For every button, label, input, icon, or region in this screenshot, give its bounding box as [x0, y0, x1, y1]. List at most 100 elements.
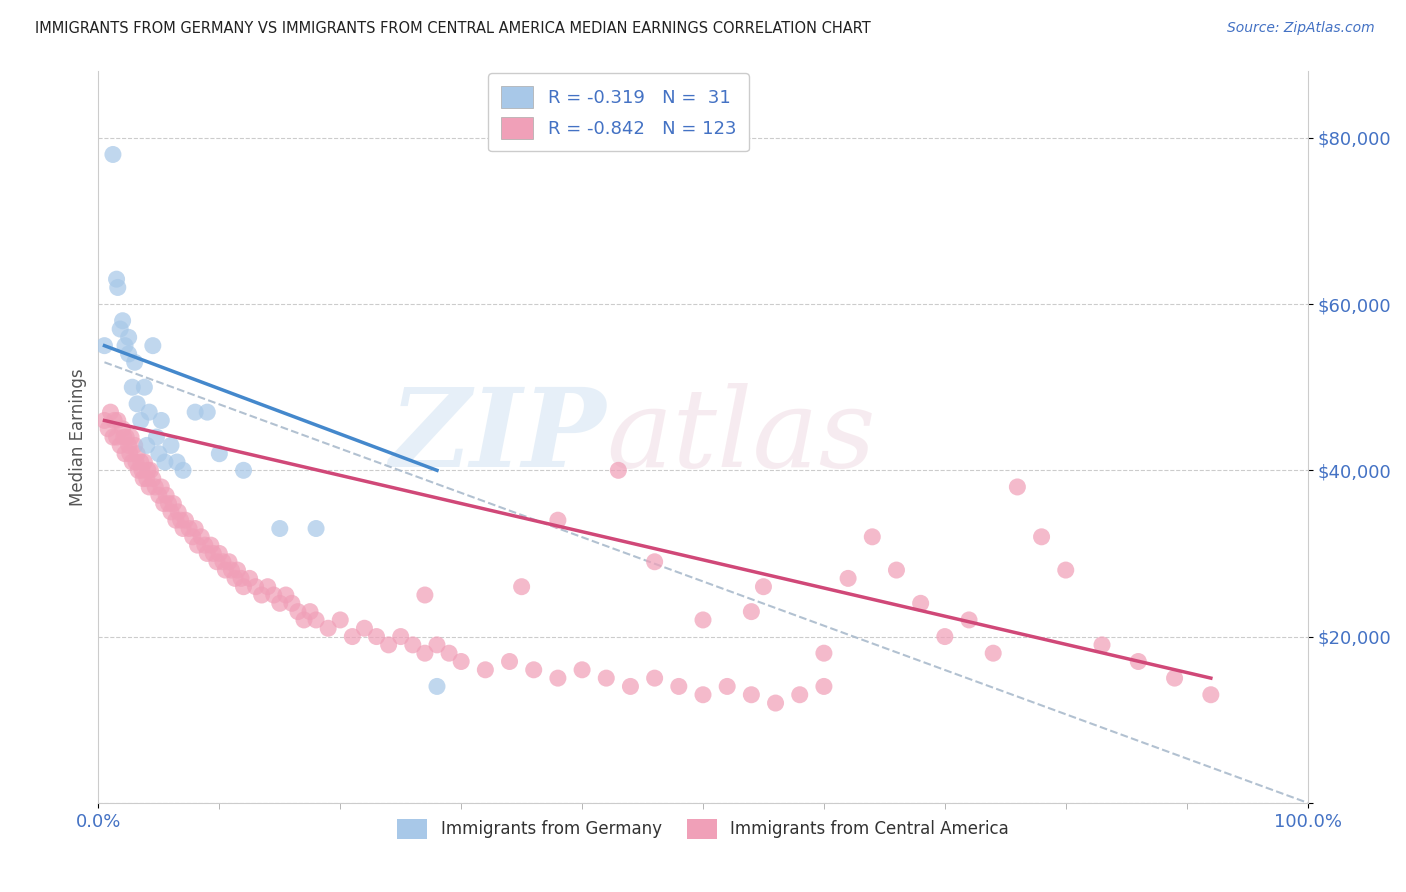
Point: [413, 646, 436, 660]
Point: [139, 463, 162, 477]
Point: [353, 621, 375, 635]
Point: [957, 613, 980, 627]
Point: [221, 563, 243, 577]
Point: [103, 413, 125, 427]
Point: [118, 330, 141, 344]
Point: [256, 580, 278, 594]
Point: [269, 521, 291, 535]
Point: [160, 438, 183, 452]
Point: [402, 638, 425, 652]
Point: [692, 688, 714, 702]
Point: [134, 380, 156, 394]
Point: [510, 580, 533, 594]
Point: [595, 671, 617, 685]
Point: [118, 447, 141, 461]
Point: [547, 671, 569, 685]
Point: [292, 613, 315, 627]
Point: [136, 463, 159, 477]
Point: [263, 588, 285, 602]
Point: [224, 571, 246, 585]
Point: [97, 422, 120, 436]
Point: [135, 472, 157, 486]
Point: [150, 413, 173, 427]
Point: [813, 680, 835, 694]
Point: [474, 663, 496, 677]
Point: [108, 438, 131, 452]
Point: [1054, 563, 1077, 577]
Point: [114, 447, 136, 461]
Point: [127, 397, 149, 411]
Point: [1091, 638, 1114, 652]
Point: [111, 422, 134, 436]
Point: [765, 696, 787, 710]
Point: [619, 680, 641, 694]
Point: [172, 521, 194, 535]
Point: [115, 430, 138, 444]
Point: [155, 488, 177, 502]
Point: [740, 605, 762, 619]
Point: [1007, 480, 1029, 494]
Point: [142, 472, 165, 486]
Point: [114, 338, 136, 352]
Point: [981, 646, 1004, 660]
Point: [152, 497, 174, 511]
Point: [118, 347, 141, 361]
Point: [129, 455, 152, 469]
Point: [692, 613, 714, 627]
Point: [93, 413, 115, 427]
Y-axis label: Median Earnings: Median Earnings: [69, 368, 87, 506]
Point: [179, 521, 201, 535]
Point: [132, 472, 155, 486]
Point: [305, 613, 328, 627]
Point: [281, 596, 304, 610]
Point: [124, 438, 146, 452]
Point: [124, 355, 146, 369]
Point: [523, 663, 546, 677]
Point: [860, 530, 883, 544]
Point: [342, 630, 364, 644]
Point: [142, 338, 165, 352]
Point: [111, 314, 134, 328]
Point: [166, 455, 188, 469]
Point: [148, 488, 170, 502]
Text: ZIP: ZIP: [389, 384, 606, 491]
Point: [426, 680, 449, 694]
Point: [239, 571, 262, 585]
Point: [644, 671, 666, 685]
Point: [118, 438, 141, 452]
Point: [165, 513, 187, 527]
Point: [107, 413, 129, 427]
Point: [148, 447, 170, 461]
Point: [200, 538, 222, 552]
Point: [214, 563, 236, 577]
Text: IMMIGRANTS FROM GERMANY VS IMMIGRANTS FROM CENTRAL AMERICA MEDIAN EARNINGS CORRE: IMMIGRANTS FROM GERMANY VS IMMIGRANTS FR…: [35, 21, 870, 37]
Point: [226, 563, 249, 577]
Point: [934, 630, 956, 644]
Point: [127, 463, 149, 477]
Point: [413, 588, 436, 602]
Point: [202, 546, 225, 560]
Point: [107, 280, 129, 294]
Point: [1128, 655, 1150, 669]
Point: [232, 580, 254, 594]
Point: [167, 505, 190, 519]
Point: [208, 447, 231, 461]
Point: [120, 430, 142, 444]
Point: [668, 680, 690, 694]
Point: [245, 580, 267, 594]
Point: [316, 621, 339, 635]
Point: [93, 338, 115, 352]
Point: [194, 538, 217, 552]
Point: [644, 555, 666, 569]
Point: [910, 596, 932, 610]
Point: [837, 571, 859, 585]
Point: [162, 497, 184, 511]
Point: [125, 455, 148, 469]
Point: [377, 638, 399, 652]
Point: [498, 655, 520, 669]
Point: [205, 555, 228, 569]
Point: [716, 680, 738, 694]
Point: [269, 596, 291, 610]
Point: [157, 497, 180, 511]
Point: [1163, 671, 1185, 685]
